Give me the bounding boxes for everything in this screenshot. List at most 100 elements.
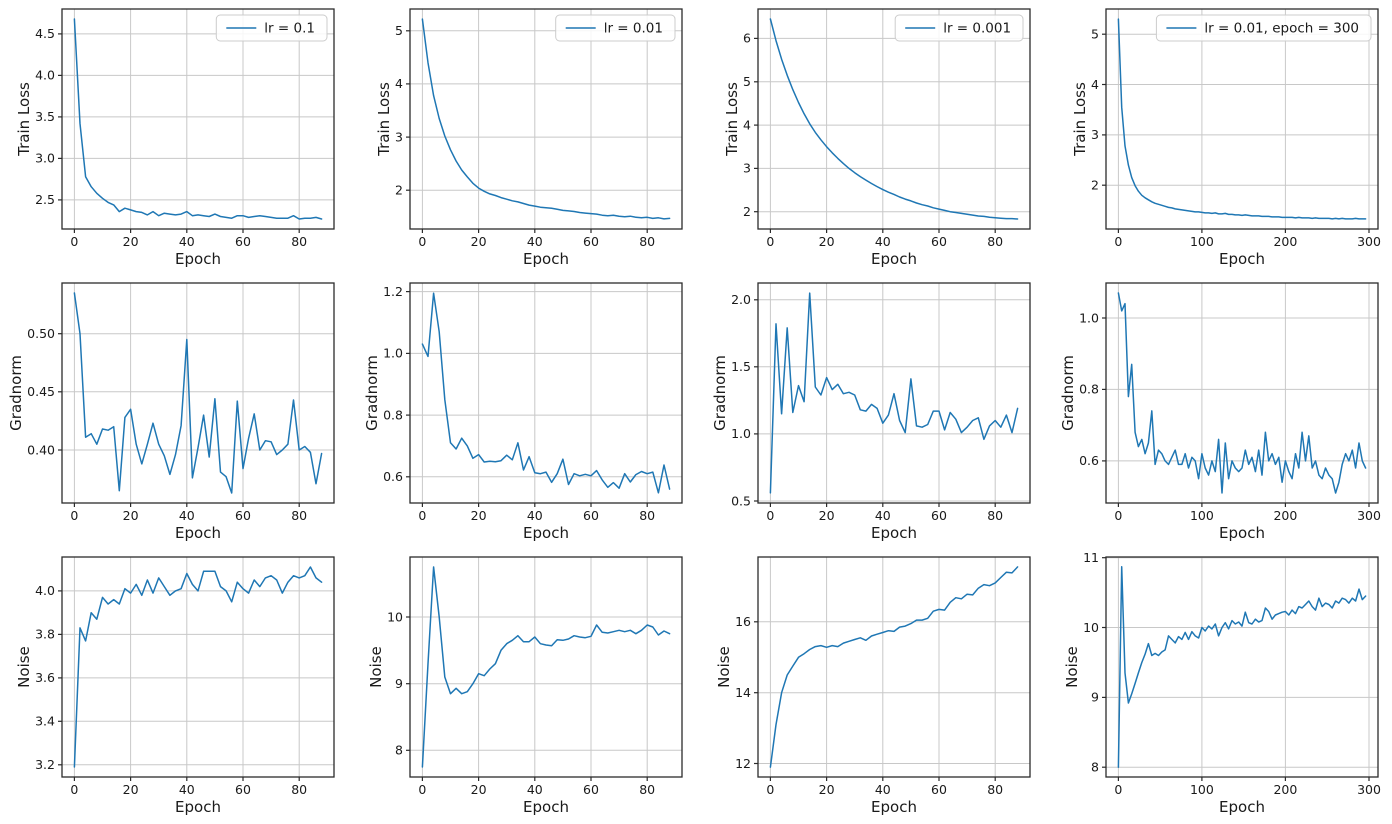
chart-canvas: 0 20 40 60 80 2.5 3.0 3.5 4.0 4.5 Epoch Train Loss l… <box>15 8 335 268</box>
y-axis-label: Noise <box>715 646 733 688</box>
subplot-gradnorm-lr-0p01-ep300: 0 100 200 300 0.6 0.8 1.0 Epoch Gradnorm <box>1044 275 1392 549</box>
x-tick-label: 80 <box>291 234 307 249</box>
y-tick-label: 4 <box>743 117 751 132</box>
x-tick-label: 40 <box>179 234 195 249</box>
chart-canvas: 0 100 200 300 0.6 0.8 1.0 Epoch Gradnorm <box>1059 282 1381 542</box>
x-tick-label: 20 <box>819 508 835 523</box>
x-tick-label: 20 <box>819 234 835 249</box>
axes-spine <box>757 556 1031 778</box>
y-tick-label: 2.0 <box>731 292 751 307</box>
x-tick-label: 80 <box>987 782 1003 797</box>
subplot-train-loss-lr-0p01: 0 20 40 60 80 2 3 4 5 Epoch Train Loss lr = 0.01 <box>348 1 696 275</box>
x-tick-label: 40 <box>527 234 543 249</box>
y-axis-label: Noise <box>367 646 385 688</box>
axes-spine <box>61 282 335 504</box>
series-line <box>421 566 671 768</box>
y-tick-label: 1.0 <box>383 346 403 361</box>
y-tick-label: 8 <box>395 743 403 758</box>
axes-spine <box>409 8 683 230</box>
y-tick-label: 0.8 <box>383 407 403 422</box>
y-tick-label: 3.4 <box>35 714 55 729</box>
series-line <box>73 566 323 768</box>
subplot-noise-lr-0p01: 0 20 40 60 80 8 9 10 Epoch Noise <box>348 549 696 823</box>
series-line <box>73 18 323 220</box>
y-tick-label: 3 <box>1091 127 1099 142</box>
series-line <box>1117 18 1367 220</box>
chart-canvas: 0 100 200 300 2 3 4 5 Epoch Train Loss lr = 0.01, … <box>1071 8 1381 268</box>
y-tick-label: 4.5 <box>35 26 55 41</box>
x-tick-label: 0 <box>70 234 78 249</box>
series-line <box>421 18 671 220</box>
series-line <box>1117 292 1367 494</box>
legend-box <box>894 14 1024 42</box>
y-tick-label: 3.5 <box>35 109 55 124</box>
x-tick-label: 80 <box>987 234 1003 249</box>
x-axis-label: Epoch <box>175 798 221 816</box>
series-line <box>769 18 1019 220</box>
x-tick-label: 80 <box>639 508 655 523</box>
x-tick-label: 60 <box>235 234 251 249</box>
x-tick-label: 0 <box>70 508 78 523</box>
x-tick-label: 0 <box>1114 234 1122 249</box>
x-tick-label: 0 <box>766 508 774 523</box>
chart-canvas: 0 20 40 60 80 0.6 0.8 1.0 1.2 Epoch Gradnorm <box>363 282 683 542</box>
y-axis-label: Train Loss <box>723 82 741 157</box>
x-tick-label: 80 <box>291 508 307 523</box>
x-tick-label: 20 <box>471 782 487 797</box>
axes-spine <box>409 282 683 504</box>
x-axis-label: Epoch <box>523 250 569 268</box>
x-tick-label: 20 <box>471 508 487 523</box>
chart-canvas: 0 20 40 60 80 2 3 4 5 Epoch Train Loss lr = 0.01 <box>375 8 683 268</box>
y-tick-label: 9 <box>1091 690 1099 705</box>
x-tick-label: 0 <box>418 234 426 249</box>
x-tick-label: 0 <box>418 782 426 797</box>
y-tick-label: 0.40 <box>27 442 55 457</box>
x-tick-label: 40 <box>875 234 891 249</box>
x-tick-label: 300 <box>1357 782 1381 797</box>
x-tick-label: 300 <box>1357 234 1381 249</box>
x-tick-label: 60 <box>235 508 251 523</box>
x-tick-label: 0 <box>766 782 774 797</box>
legend: lr = 0.1 <box>215 14 328 42</box>
x-axis-label: Epoch <box>523 524 569 542</box>
x-tick-label: 60 <box>931 782 947 797</box>
x-tick-label: 60 <box>583 782 599 797</box>
axes-spine <box>61 8 335 230</box>
x-tick-label: 80 <box>987 508 1003 523</box>
x-tick-label: 200 <box>1273 508 1297 523</box>
y-tick-label: 2 <box>395 183 403 198</box>
y-tick-label: 8 <box>1091 760 1099 775</box>
x-tick-label: 40 <box>527 508 543 523</box>
x-tick-label: 40 <box>527 782 543 797</box>
x-tick-label: 0 <box>1114 508 1122 523</box>
x-tick-label: 20 <box>123 508 139 523</box>
axes-spine <box>1105 282 1379 504</box>
legend-label: lr = 0.01, epoch = 300 <box>1204 21 1359 37</box>
y-tick-label: 10 <box>1083 620 1099 635</box>
x-tick-label: 0 <box>70 782 78 797</box>
x-tick-label: 80 <box>291 782 307 797</box>
x-tick-label: 200 <box>1273 782 1297 797</box>
y-axis-label: Train Loss <box>1071 82 1089 157</box>
subplot-noise-lr-0p001: 0 20 40 60 80 12 14 16 Epoch Noise <box>696 549 1044 823</box>
legend: lr = 0.001 <box>894 14 1024 42</box>
chart-canvas: 0 20 40 60 80 0.5 1.0 1.5 2.0 Epoch Gradnorm <box>711 282 1031 542</box>
y-axis-label: Noise <box>1063 646 1081 688</box>
series-line <box>421 292 671 494</box>
legend: lr = 0.01 <box>555 14 676 42</box>
y-tick-label: 0.6 <box>1079 453 1099 468</box>
y-tick-label: 5 <box>743 74 751 89</box>
chart-canvas: 0 20 40 60 80 12 14 16 Epoch Noise <box>715 556 1031 816</box>
axes-spine <box>1105 8 1379 230</box>
legend-label: lr = 0.1 <box>264 21 315 37</box>
y-tick-label: 0.8 <box>1079 382 1099 397</box>
y-axis-label: Noise <box>15 646 33 688</box>
legend-label: lr = 0.01 <box>604 21 663 37</box>
subplot-noise-lr-0p01-ep300: 0 100 200 300 8 9 10 11 Epoch Noise <box>1044 549 1392 823</box>
x-tick-label: 100 <box>1190 782 1214 797</box>
subplot-train-loss-lr-0p1: 0 20 40 60 80 2.5 3.0 3.5 4.0 4.5 Epoch Train Loss l… <box>0 1 348 275</box>
x-tick-label: 60 <box>583 234 599 249</box>
axes-spine <box>409 556 683 778</box>
y-tick-label: 3 <box>395 129 403 144</box>
x-tick-label: 80 <box>639 782 655 797</box>
